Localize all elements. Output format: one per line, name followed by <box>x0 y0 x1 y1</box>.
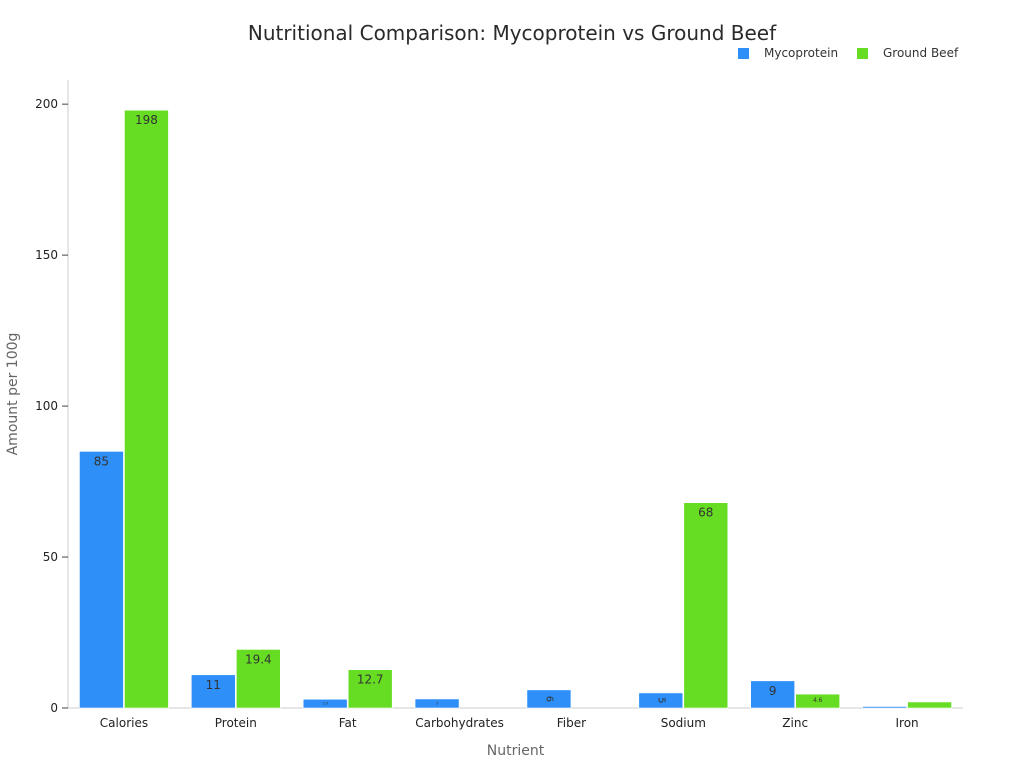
y-tick-label-150: 150 <box>35 248 58 262</box>
bar-mycoprotein-iron <box>862 706 907 709</box>
data-label-mycoprotein-zinc: 9 <box>769 684 777 698</box>
x-tick-label-fiber: Fiber <box>557 716 586 730</box>
data-label-mycoprotein-calories: 85 <box>94 454 109 468</box>
chart-title: Nutritional Comparison: Mycoprotein vs G… <box>247 21 777 45</box>
legend-swatch-ground-beef <box>857 47 868 59</box>
bar-mycoprotein-fiber <box>526 689 572 709</box>
bar-mycoprotein-carbohydrates <box>414 698 460 709</box>
data-label-mycoprotein-carbohydrates: 3 <box>436 701 438 705</box>
x-tick-label-iron: Iron <box>895 716 918 730</box>
bars <box>79 109 952 709</box>
legend-label-ground-beef: Ground Beef <box>883 46 959 60</box>
x-axis-title: Nutrient <box>487 743 545 759</box>
x-tick-label-sodium: Sodium <box>661 716 706 730</box>
legend-item-ground-beef[interactable]: Ground Beef <box>857 46 959 60</box>
y-tick-label-100: 100 <box>35 399 58 413</box>
data-label-mycoprotein-fat: 2.9 <box>322 702 327 706</box>
y-tick-label-50: 50 <box>43 550 58 564</box>
data-label-ground-beef-fat: 12.7 <box>357 673 384 687</box>
axes: 0 50 100 150 200 Calories Protein Fat Carbohydra… <box>35 80 963 730</box>
data-label-ground-beef-zinc: 4.6 <box>813 698 823 704</box>
bar-mycoprotein-zinc <box>750 680 795 709</box>
data-labels: 85 198 11 19.4 2.9 12.7 3 6 5 68 9 4.6 <box>94 113 823 705</box>
data-label-ground-beef-calories: 198 <box>135 113 158 127</box>
data-label-ground-beef-sodium: 68 <box>698 506 713 520</box>
bar-ground-beef-zinc <box>795 693 840 709</box>
x-tick-label-carbohydrates: Carbohydrates <box>415 716 504 730</box>
legend-swatch-mycoprotein <box>738 47 749 59</box>
legend-item-mycoprotein[interactable]: Mycoprotein <box>738 46 839 60</box>
bar-mycoprotein-sodium <box>638 692 684 709</box>
data-label-mycoprotein-protein: 11 <box>206 678 221 692</box>
bar-ground-beef-calories <box>124 109 169 709</box>
bar-mycoprotein-fat <box>302 698 348 709</box>
x-tick-label-protein: Protein <box>215 716 257 730</box>
bar-mycoprotein-calories <box>79 451 124 709</box>
legend-label-mycoprotein: Mycoprotein <box>764 46 839 60</box>
bar-ground-beef-fat <box>347 669 393 709</box>
x-tick-label-zinc: Zinc <box>782 716 808 730</box>
y-tick-label-0: 0 <box>50 701 58 715</box>
bar-ground-beef-iron <box>907 701 952 709</box>
bar-mycoprotein-protein <box>191 674 236 709</box>
y-tick-label-200: 200 <box>35 97 58 111</box>
data-label-ground-beef-protein: 19.4 <box>245 652 272 666</box>
y-axis-title: Amount per 100g <box>5 333 21 456</box>
bar-ground-beef-sodium <box>683 502 729 709</box>
data-label-mycoprotein-sodium: 5 <box>655 697 666 703</box>
x-tick-label-calories: Calories <box>100 716 148 730</box>
bar-ground-beef-protein <box>236 649 281 709</box>
x-tick-label-fat: Fat <box>339 716 357 730</box>
data-label-mycoprotein-fiber: 6 <box>543 696 554 702</box>
